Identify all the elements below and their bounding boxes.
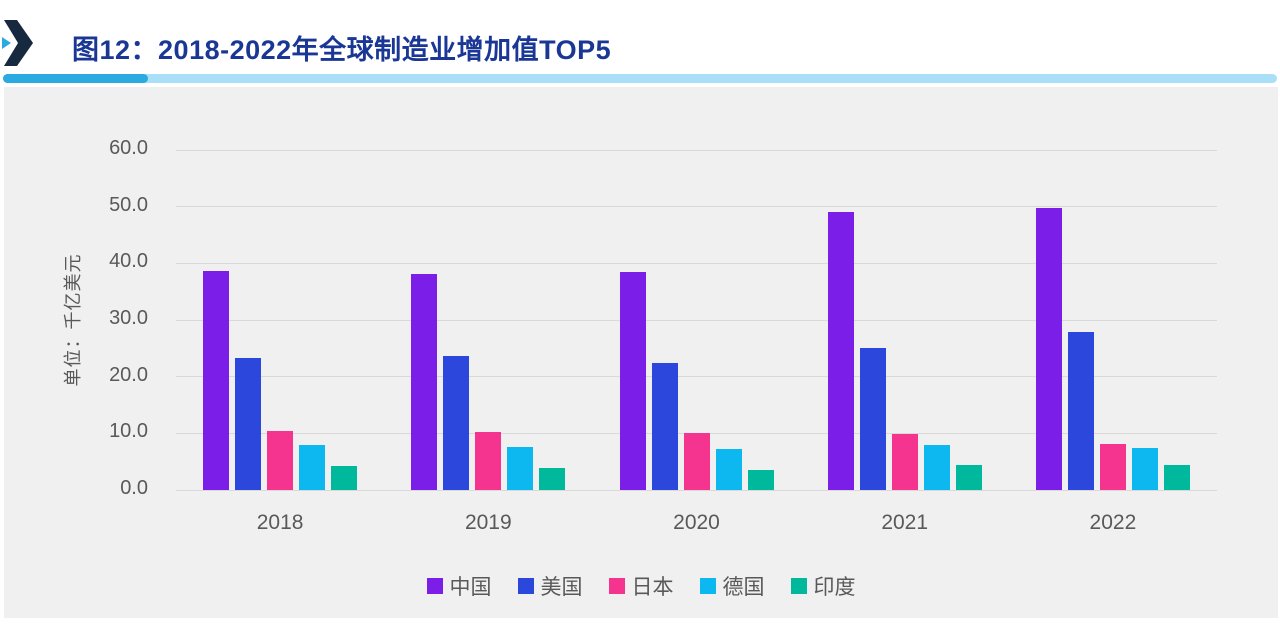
legend-label: 日本 xyxy=(631,576,674,599)
legend-item: 美国 xyxy=(517,571,583,601)
bar-日本-2021 xyxy=(891,433,918,490)
legend-label: 德国 xyxy=(722,576,765,599)
chart-card: 单位：千亿美元 0.0 10.0 20.0 30.0 40.0 50.0 60.0 2018 2… xyxy=(4,87,1278,618)
x-axis-label: 2018 xyxy=(256,511,304,534)
bar-德国-2021 xyxy=(923,444,950,490)
bar-日本-2020 xyxy=(683,433,710,490)
y-tick-label: 60.0 xyxy=(109,137,148,159)
bar-印度-2019 xyxy=(539,467,566,490)
legend-swatch xyxy=(790,578,807,594)
bar-德国-2019 xyxy=(507,446,534,490)
x-axis-label: 2022 xyxy=(1089,511,1137,534)
chart-legend: 中国 美国 日本 德国 印度 xyxy=(4,573,1278,599)
bar-印度-2022 xyxy=(1163,464,1190,490)
divider-dark-segment xyxy=(3,74,148,83)
x-axis-label: 2020 xyxy=(673,511,720,534)
report-header: 图12：2018-2022年全球制造业增加值TOP5 xyxy=(0,0,1280,87)
y-tick-label: 0.0 xyxy=(120,477,148,499)
gridline xyxy=(176,262,1217,264)
gridline xyxy=(176,149,1217,151)
bar-中国-2022 xyxy=(1035,207,1062,490)
bar-日本-2018 xyxy=(267,431,294,490)
bar-日本-2019 xyxy=(475,431,502,490)
chevron-right-icon xyxy=(2,18,36,68)
bar-中国-2020 xyxy=(619,271,646,490)
bar-中国-2018 xyxy=(203,271,230,490)
bar-中国-2021 xyxy=(827,212,854,490)
legend-label: 中国 xyxy=(449,576,492,599)
gridline xyxy=(176,489,1217,491)
y-tick-label: 10.0 xyxy=(109,420,148,443)
legend-item: 中国 xyxy=(426,571,492,601)
legend-swatch xyxy=(699,578,716,594)
page-title: 图12：2018-2022年全球制造业增加值TOP5 xyxy=(72,35,612,65)
gridline xyxy=(176,319,1217,321)
bar-德国-2020 xyxy=(715,448,742,490)
bar-美国-2021 xyxy=(859,348,886,490)
y-tick-label: 20.0 xyxy=(109,363,148,386)
legend-item: 印度 xyxy=(790,571,856,601)
x-axis-label: 2019 xyxy=(464,511,512,534)
legend-item: 日本 xyxy=(608,571,674,601)
gridline xyxy=(176,376,1217,378)
bar-德国-2022 xyxy=(1131,448,1158,490)
y-tick-label: 40.0 xyxy=(109,250,148,273)
bar-美国-2022 xyxy=(1067,331,1094,490)
bar-美国-2020 xyxy=(651,363,678,490)
divider-light-segment xyxy=(3,74,1277,83)
legend-label: 美国 xyxy=(540,576,583,599)
legend-swatch xyxy=(426,578,443,594)
y-tick-label: 30.0 xyxy=(109,307,148,329)
bar-印度-2018 xyxy=(331,466,358,490)
bar-中国-2019 xyxy=(411,273,438,490)
x-axis-label: 2021 xyxy=(881,511,929,534)
gridline xyxy=(176,206,1217,208)
legend-swatch xyxy=(517,578,534,594)
bar-日本-2022 xyxy=(1099,443,1126,490)
bar-美国-2019 xyxy=(443,356,470,490)
legend-swatch xyxy=(608,578,625,594)
y-tick-label: 50.0 xyxy=(109,193,148,216)
legend-label: 印度 xyxy=(813,576,856,599)
bar-印度-2020 xyxy=(747,469,774,490)
bar-美国-2018 xyxy=(235,357,262,490)
bar-德国-2018 xyxy=(299,445,326,490)
bar-印度-2021 xyxy=(955,465,982,490)
legend-item: 德国 xyxy=(699,571,765,601)
